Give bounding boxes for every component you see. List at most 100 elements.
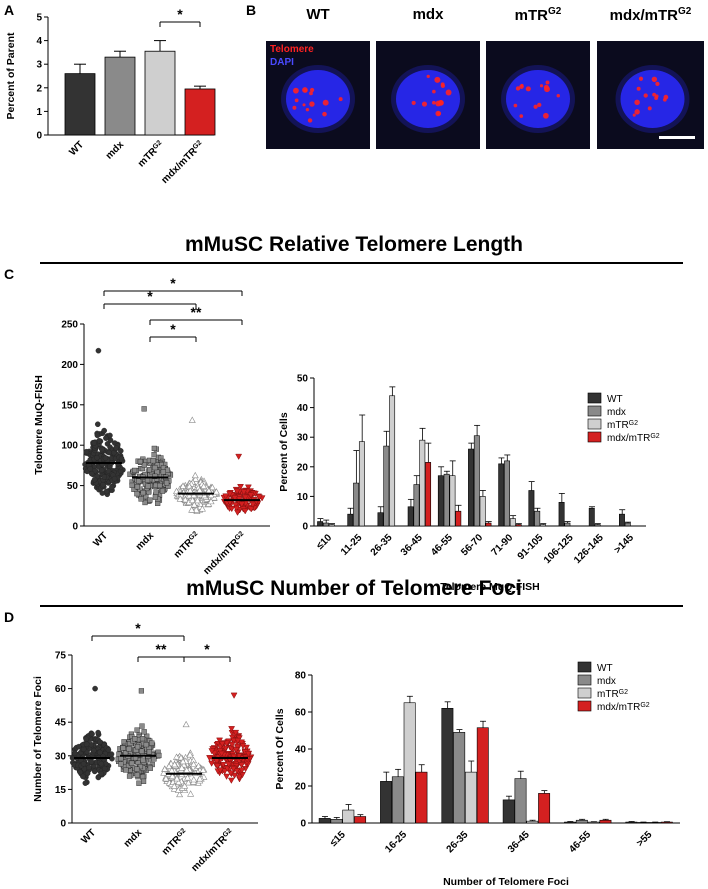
panel-c-scatter-point-1 [152, 494, 158, 500]
panel-d-hist-bar-3 [538, 793, 551, 824]
panel-a-x-tick-label: mTRG2 [136, 139, 167, 170]
panel-c-hist-x-tick-label: >145 [612, 532, 636, 556]
telomere-spot [647, 106, 652, 111]
panel-c-hist-x-tick-label: 11-25 [339, 532, 365, 558]
telomere-spot [432, 100, 436, 105]
panel-a-y-tick-label: 3 [36, 60, 42, 71]
panel-d-scatter-point-2 [177, 754, 185, 761]
panel-a-y-tick-label: 2 [36, 83, 42, 94]
panel-c-hist-bar-2 [449, 475, 456, 527]
telomere-spot [307, 118, 313, 123]
panel-c-scatter-point-2 [189, 496, 197, 503]
telomere-spot [632, 113, 636, 117]
panel-d-scatter-point-0 [86, 764, 92, 771]
panel-a-y-axis-label: Percent of Parent [5, 32, 17, 119]
panel-c-scatter-point-3 [240, 489, 248, 496]
panel-c-scatter-point-1 [145, 483, 151, 489]
panel-d-scatter-y-tick-label: 0 [60, 819, 66, 830]
panel-c-scatter-point-2 [191, 471, 199, 479]
panel-d-scatter-point-2 [184, 774, 192, 781]
panel-c-scatter-point-2 [188, 506, 196, 513]
panel-d-scatter-point-0 [75, 743, 82, 750]
panel-d-hist-x-tick-label: 36-45 [506, 829, 532, 855]
panel-a-bar-2 [144, 50, 176, 136]
panel-c-hist-bar-0 [437, 475, 444, 527]
panel-c-scatter-point-1 [136, 478, 142, 484]
panel-c-scatter-point-2 [190, 501, 198, 508]
panel-a-y-tick-label: 5 [36, 13, 42, 24]
panel-c-hist-legend-label-2: mTRG2 [607, 420, 638, 432]
panel-d-scatter-point-3 [230, 765, 237, 773]
panel-c-scatter-point-0 [101, 427, 107, 434]
scale-bar [659, 136, 695, 139]
telomere-spot [432, 89, 436, 94]
panel-c-hist-bar-0 [407, 506, 414, 527]
panel-c-hist-x-axis-label: Telomere MuQ-FISH [440, 581, 540, 593]
panel-d-hist-x-tick-label: 26-35 [445, 829, 471, 855]
panel-c-scatter-point-3 [235, 453, 243, 461]
section-rule-c [40, 262, 683, 264]
panel-c-scatter-x-tick-label: mTRG2 [172, 530, 203, 561]
panel-c-scatter-y-axis-label: Telomere MuQ-FISH [33, 375, 45, 475]
panel-c-hist-bar-0 [558, 502, 565, 527]
panel-c-hist-x-tick-label: ≤10 [315, 532, 335, 552]
section-title-c: mMuSC Relative Telomere Length [184, 233, 523, 256]
panel-c-scatter-point-1 [159, 488, 166, 494]
panel-c-scatter-point-2 [208, 483, 216, 491]
telomere-spot [634, 99, 640, 106]
telomere-spot [302, 87, 308, 93]
panel-d-scatter-point-3 [230, 753, 238, 760]
panel-c-hist-bar-0 [619, 513, 625, 527]
panel-c-scatter-point-0 [91, 476, 98, 483]
panel-c-hist-y-tick-label: 40 [297, 403, 309, 414]
panel-c-scatter-point-3 [232, 502, 239, 509]
panel-d-hist-bar-3 [599, 819, 612, 824]
panel-c-scatter-point-1 [138, 496, 144, 502]
panel-c-hist-bar-0 [588, 507, 595, 527]
panel-c-scatter-point-2 [200, 482, 208, 490]
panel-d-scatter-point-2 [175, 778, 183, 785]
panel-c-hist-y-tick-label: 10 [297, 492, 309, 503]
panel-d-scatter-point-3 [238, 739, 245, 746]
panel-d-scatter-point-0 [95, 729, 101, 736]
panel-c-scatter-point-3 [228, 506, 236, 513]
panel-d-scatter-point-1 [120, 745, 126, 751]
panel-c-scatter-point-2 [194, 496, 202, 504]
panel-d-scatter-point-1 [126, 773, 133, 779]
panel-c-hist-bar-3 [515, 524, 522, 527]
panel-d-hist-legend-swatch-3 [577, 700, 592, 712]
panel-c-scatter-point-1 [164, 480, 170, 486]
panel-d-scatter-point-2 [168, 772, 176, 779]
panel-d-scatter-point-0 [95, 774, 102, 781]
telomere-spot [292, 87, 299, 94]
telomere-spot [513, 103, 518, 108]
panel-d-scatter-point-1 [134, 772, 140, 778]
panel-d-scatter-point-3 [233, 768, 241, 775]
panel-c-scatter-point-0 [101, 474, 108, 480]
telomere-spot [440, 82, 445, 87]
panel-d-hist-bar-1 [453, 732, 466, 824]
panel-c-hist-legend-label-0: WT [607, 394, 623, 405]
panel-c-scatter-point-0 [88, 470, 95, 477]
panel-c-scatter-point-2 [207, 491, 215, 499]
panel-c-scatter-point-0 [98, 467, 105, 474]
panel-c-hist-x-tick-label: 71-90 [489, 532, 515, 558]
panel-c-scatter-point-2 [188, 416, 196, 423]
panel-d-scatter-point-3 [225, 761, 233, 768]
panel-c-scatter-point-0 [106, 449, 113, 456]
panel-d-scatter-point-2 [165, 762, 173, 770]
panel-c-scatter-y-tick-label: 50 [67, 481, 79, 492]
panel-d-scatter-y-tick-label: 30 [55, 751, 67, 762]
panel-d-scatter-point-1 [132, 736, 138, 742]
panel-c-hist-legend-swatch-0 [587, 392, 602, 404]
panel-c-scatter-y-tick-label: 200 [61, 360, 78, 371]
panel-c-hist-x-tick-label: 126-145 [572, 532, 606, 566]
panel-c-scatter-point-3 [255, 494, 263, 501]
panel-d-scatter-point-1 [141, 729, 147, 735]
panel-d-scatter-sig-label: ** [156, 641, 167, 657]
panel-d-scatter-point-3 [216, 767, 224, 774]
telomere-spot [525, 86, 531, 92]
panel-d-scatter-x-tick-label: mTRG2 [160, 827, 191, 858]
panel-c-scatter-point-3 [241, 508, 249, 515]
panel-c-scatter-point-0 [103, 435, 109, 441]
